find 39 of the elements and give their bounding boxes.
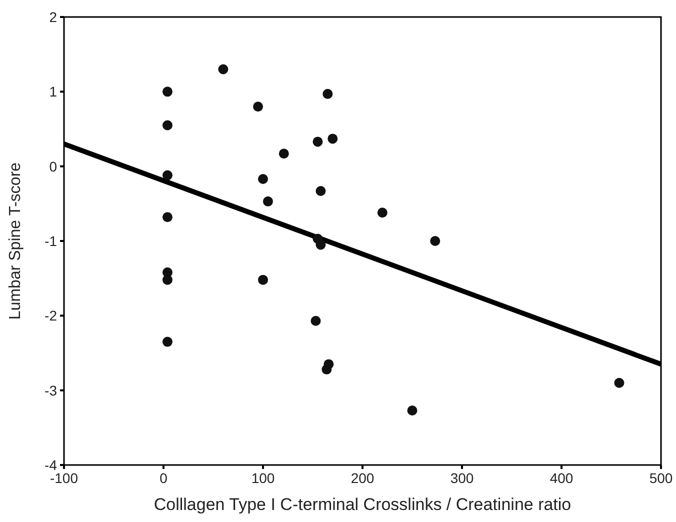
point bbox=[407, 405, 418, 416]
point bbox=[316, 240, 326, 250]
point bbox=[162, 274, 172, 285]
point bbox=[258, 174, 268, 184]
point bbox=[322, 364, 332, 374]
y-tick-label: 0 bbox=[49, 158, 58, 174]
x-tick-label: 500 bbox=[649, 470, 673, 486]
x-tick-label: 100 bbox=[251, 470, 275, 486]
x-tick-label: 400 bbox=[550, 470, 574, 486]
y-tick-label: -2 bbox=[44, 308, 58, 324]
x-tick-label: 300 bbox=[450, 470, 474, 486]
point bbox=[262, 196, 273, 206]
point bbox=[218, 64, 228, 74]
point bbox=[278, 148, 289, 159]
y-tick-label: -3 bbox=[44, 382, 58, 398]
point bbox=[430, 236, 440, 246]
point bbox=[253, 102, 264, 112]
point bbox=[258, 274, 268, 285]
y-tick-label: -1 bbox=[44, 233, 58, 249]
y-tick-label: 2 bbox=[49, 9, 58, 25]
point bbox=[312, 136, 323, 147]
point bbox=[614, 378, 624, 388]
x-tick-label: -100 bbox=[50, 470, 78, 486]
point bbox=[310, 316, 321, 326]
point bbox=[316, 186, 326, 196]
point bbox=[162, 212, 172, 222]
y-tick-label: -4 bbox=[44, 457, 58, 473]
point bbox=[162, 120, 172, 130]
point bbox=[162, 170, 172, 180]
point bbox=[162, 86, 172, 97]
point bbox=[377, 208, 388, 218]
x-tick-label: 0 bbox=[160, 470, 168, 486]
x-tick-label: 200 bbox=[350, 470, 374, 486]
point bbox=[322, 88, 333, 99]
point bbox=[162, 336, 172, 347]
x-axis-title: Colllagen Type I C-terminal Crosslinks / Creatinine ratio bbox=[154, 495, 572, 514]
point bbox=[328, 134, 338, 144]
y-axis-title: Lumbar Spine T-score bbox=[7, 162, 24, 320]
y-tick-label: 1 bbox=[49, 84, 58, 100]
